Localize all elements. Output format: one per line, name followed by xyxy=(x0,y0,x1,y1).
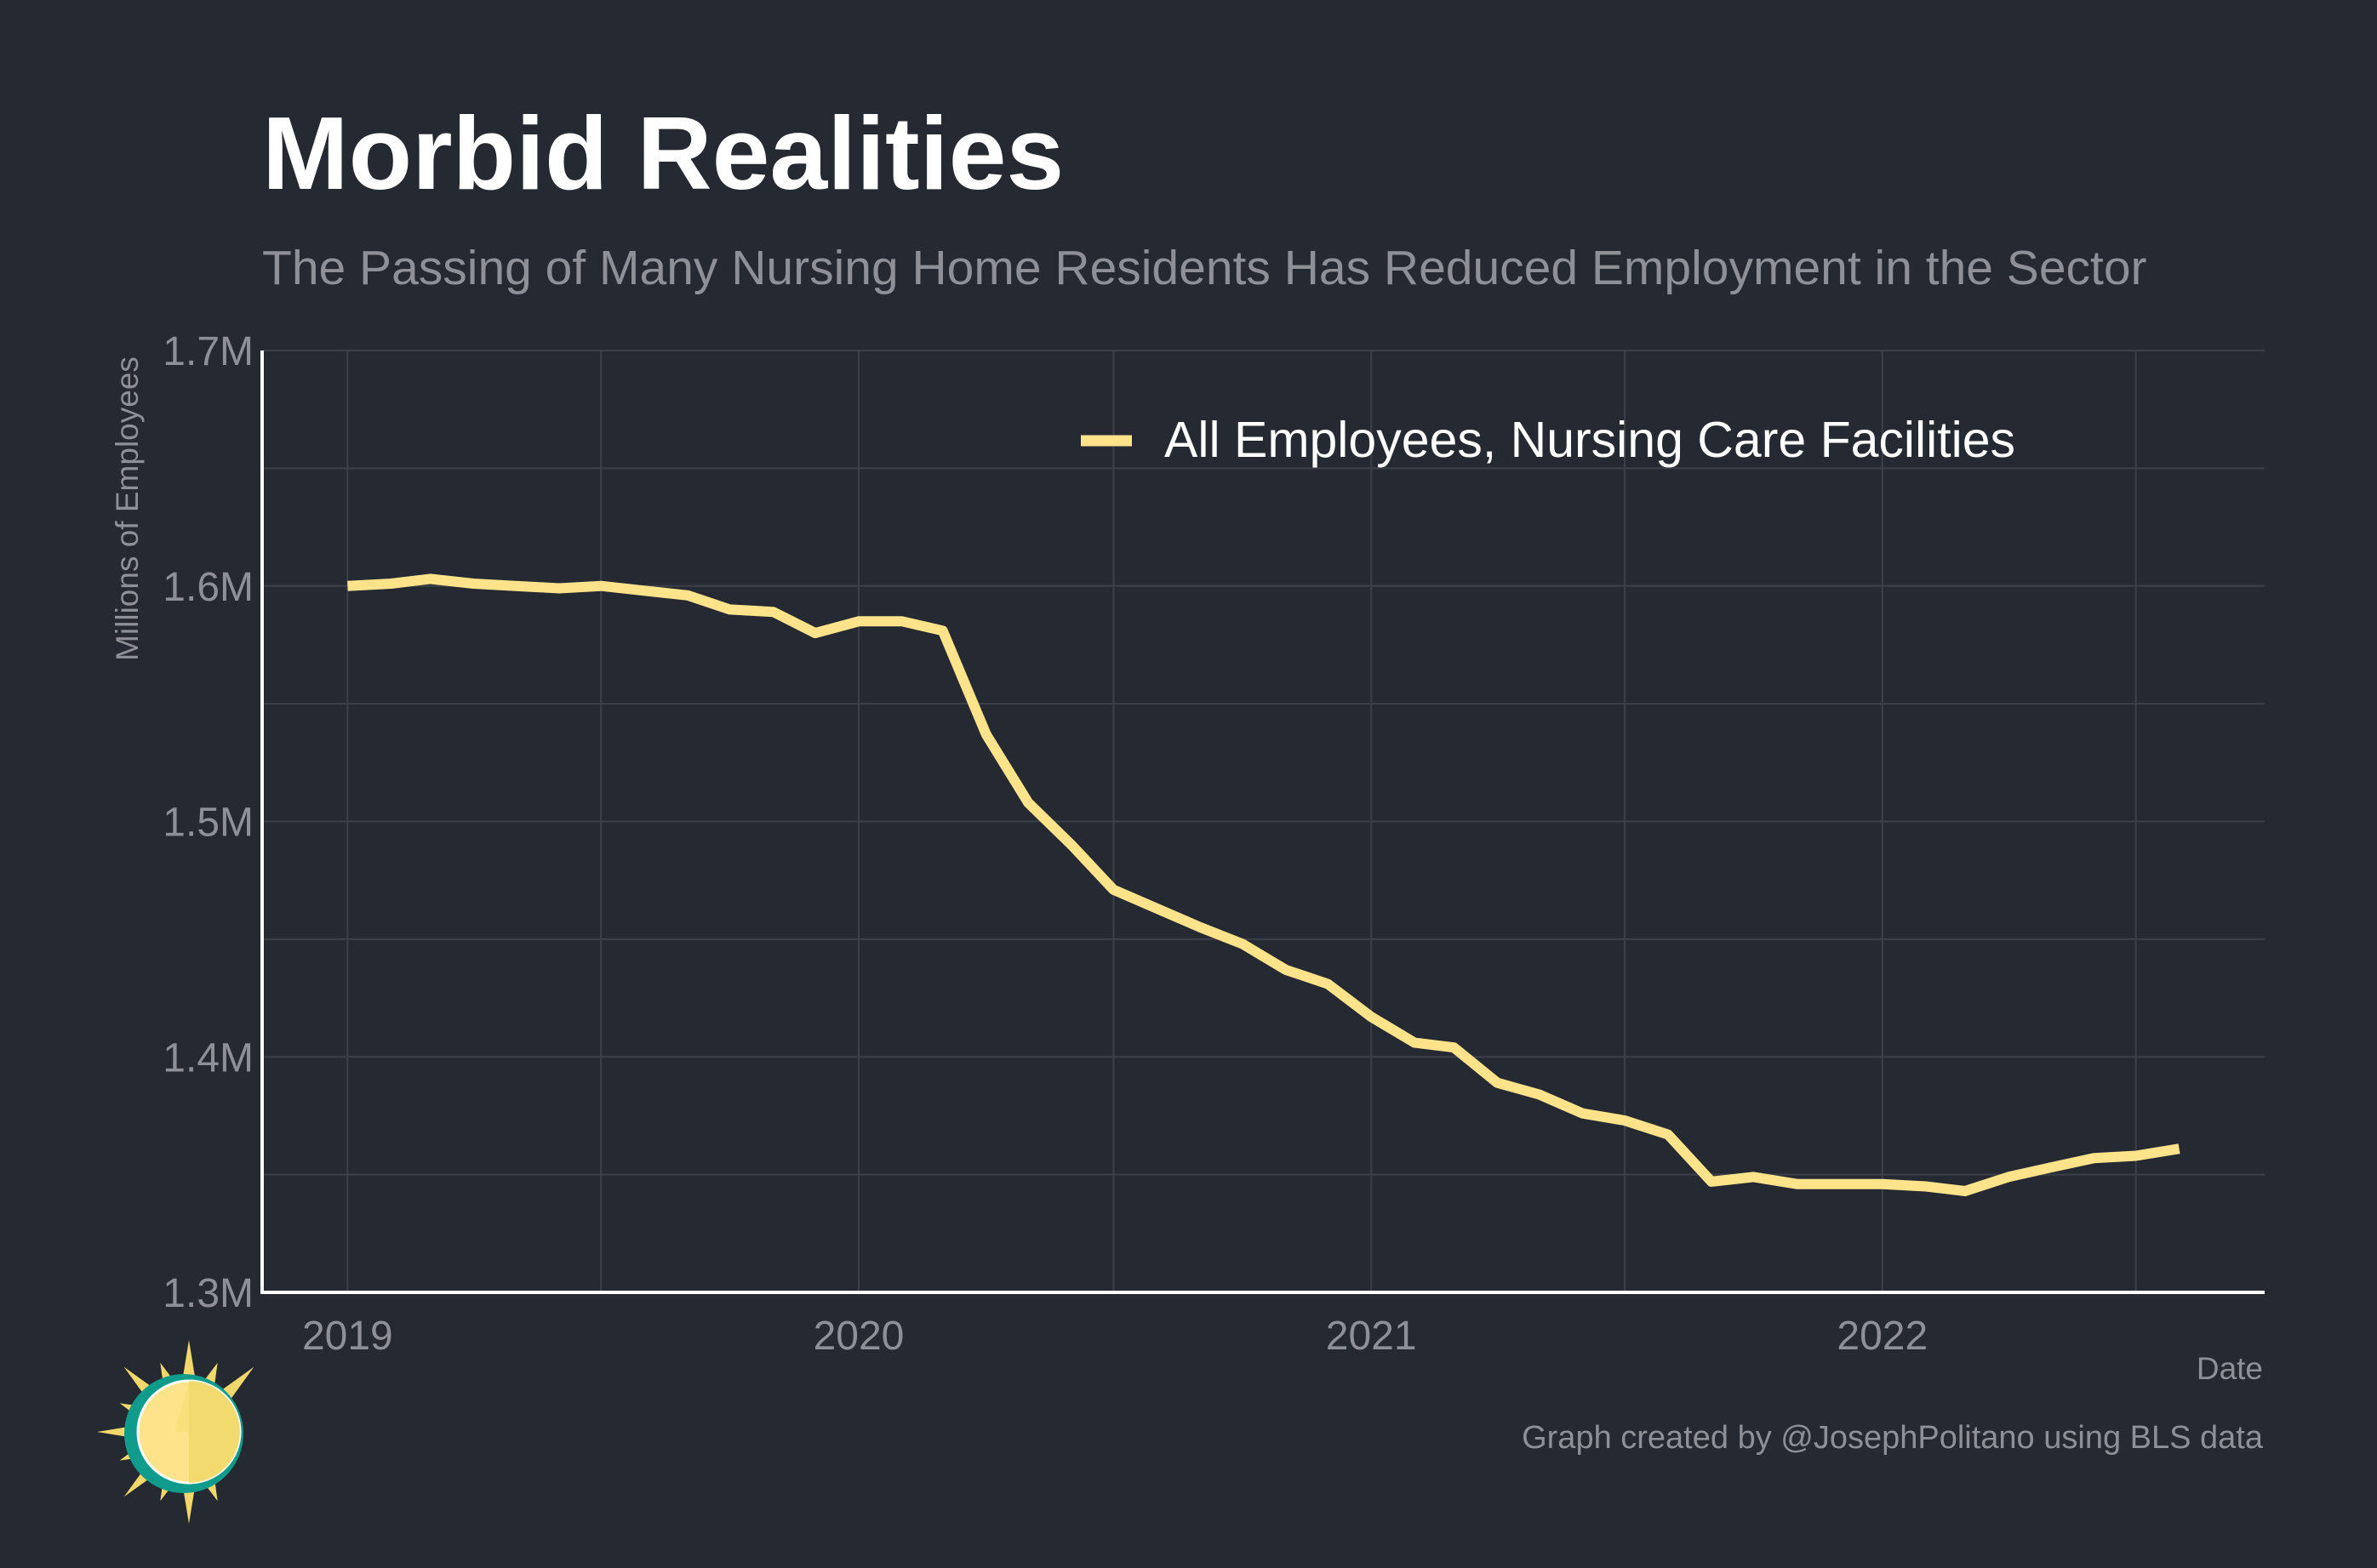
legend-label: All Employees, Nursing Care Facilities xyxy=(1164,412,2015,468)
sun-facet-icon xyxy=(175,1381,189,1432)
y-tick-label: 1.7M xyxy=(163,329,254,374)
x-tick-label: 2019 xyxy=(302,1314,393,1359)
y-axis-title: Millions of Employees xyxy=(110,356,145,661)
sun-logo xyxy=(97,1340,254,1524)
x-axis-ticks: 2019 2020 2021 2022 xyxy=(302,1314,1928,1359)
chart-subtitle: The Passing of Many Nursing Home Residen… xyxy=(262,241,2147,295)
x-tick-label: 2020 xyxy=(814,1314,905,1359)
chart-title: Morbid Realities xyxy=(262,95,1064,211)
sun-shade-icon xyxy=(189,1381,240,1483)
chart-caption: Graph created by @JosephPolitano using B… xyxy=(1522,1420,2264,1456)
y-tick-label: 1.5M xyxy=(163,801,254,846)
y-tick-label: 1.3M xyxy=(163,1271,254,1316)
y-tick-label: 1.6M xyxy=(163,565,254,610)
x-tick-label: 2021 xyxy=(1326,1314,1417,1359)
series-line xyxy=(347,573,2180,1196)
y-tick-label: 1.4M xyxy=(163,1035,254,1080)
x-tick-label: 2022 xyxy=(1837,1314,1928,1359)
legend: All Employees, Nursing Care Facilities xyxy=(1081,412,2015,468)
y-axis-ticks: 1.3M 1.4M 1.5M 1.6M 1.7M xyxy=(163,329,254,1316)
series-layer xyxy=(347,573,2180,1196)
x-axis-title: Date xyxy=(2197,1351,2263,1386)
